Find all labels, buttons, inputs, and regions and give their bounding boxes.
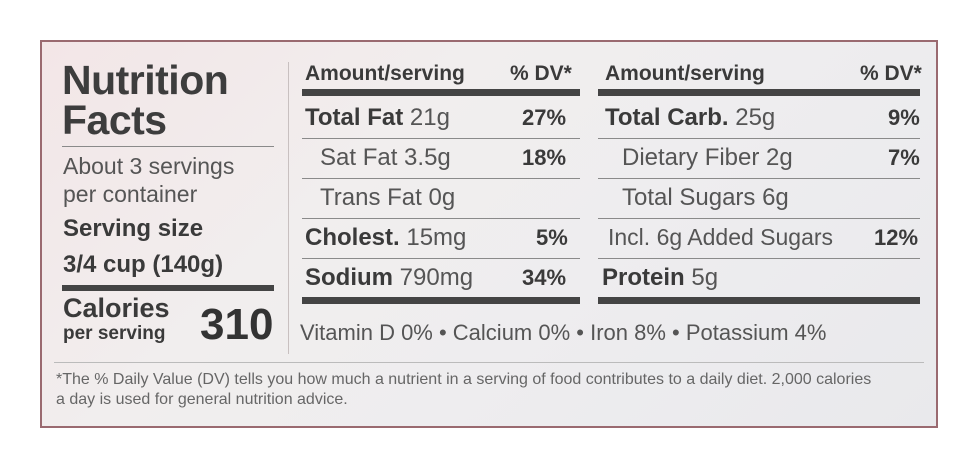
dv-sat-fat: 18%	[522, 145, 567, 170]
footnote-divider	[54, 362, 924, 363]
nutrient-name: Incl. 6g Added Sugars	[608, 224, 834, 250]
footnote-line-1: *The % Daily Value (DV) tells you how mu…	[56, 371, 872, 388]
nutrition-facts-title: Nutrition Facts	[62, 57, 229, 143]
left-header-rule	[302, 89, 580, 96]
nutrient-amount: 21g	[409, 104, 450, 131]
divider	[62, 146, 274, 147]
nutrient-row-dietary-fiber: Dietary Fiber 2g	[622, 144, 793, 172]
dv-sodium: 34%	[522, 265, 567, 290]
title-line-1: Nutrition	[62, 57, 229, 103]
calories-sub-label: per serving	[63, 323, 166, 344]
row-divider	[302, 218, 580, 219]
serving-size-value: 3/4 cup (140g)	[63, 251, 224, 278]
right-bottom-rule	[598, 297, 920, 304]
right-dv-header: % DV*	[860, 62, 922, 85]
row-divider	[302, 138, 580, 139]
nutrient-name: Sodium	[305, 264, 393, 291]
calories-value: 310	[200, 300, 274, 349]
nutrient-row-cholesterol: Cholest. 15mg	[305, 224, 466, 252]
vitamins-minerals-line: Vitamin D 0% • Calcium 0% • Iron 8% • Po…	[300, 320, 827, 345]
nutrient-amount: 2g	[766, 144, 793, 171]
row-divider	[598, 138, 920, 139]
nutrient-amount: 25g	[735, 104, 776, 131]
servings-line-2: per container	[63, 181, 198, 207]
nutrient-name: Total Carb.	[605, 104, 729, 131]
footnote-line-2: a day is used for general nutrition advi…	[56, 391, 348, 408]
row-divider	[598, 178, 920, 179]
nutrient-amount: 3.5g	[404, 144, 451, 171]
dv-total-fat: 27%	[522, 105, 567, 130]
nutrient-row-total-carb: Total Carb. 25g	[605, 104, 775, 132]
nutrient-row-added-sugars: Incl. 6g Added Sugars	[608, 224, 833, 251]
nutrient-name: Dietary Fiber	[622, 144, 760, 171]
row-divider	[302, 178, 580, 179]
nutrient-name: Total Fat	[305, 104, 404, 131]
row-divider	[598, 258, 920, 259]
dv-added-sugars: 12%	[874, 225, 919, 250]
nutrient-amount: 0g	[428, 184, 456, 211]
nutrient-amount: 15mg	[406, 224, 467, 251]
title-line-2: Facts	[62, 97, 167, 143]
thick-rule	[62, 285, 274, 291]
nutrient-row-total-fat: Total Fat 21g	[305, 104, 450, 132]
nutrition-facts-label: Nutrition Facts About 3 servings per con…	[40, 40, 938, 428]
nutrient-row-protein: Protein 5g	[602, 264, 718, 292]
nutrient-name: Cholest.	[305, 224, 400, 251]
nutrient-row-sodium: Sodium 790mg	[305, 264, 473, 292]
dv-cholesterol: 5%	[536, 225, 568, 250]
nutrient-amount: 5g	[691, 264, 719, 291]
footnote: *The % Daily Value (DV) tells you how mu…	[56, 370, 871, 410]
nutrient-amount: 6g	[762, 184, 789, 211]
nutrient-name: Trans Fat	[320, 184, 422, 211]
right-header-rule	[598, 89, 920, 96]
nutrient-row-trans-fat: Trans Fat 0g	[320, 184, 455, 212]
nutrient-name: Sat Fat	[320, 144, 398, 171]
nutrient-amount: 790mg	[399, 264, 474, 291]
dv-total-carb: 9%	[888, 105, 920, 130]
left-amount-header: Amount/serving	[305, 62, 465, 85]
nutrient-row-sat-fat: Sat Fat 3.5g	[320, 144, 451, 172]
servings-per-container: About 3 servings per container	[63, 152, 234, 208]
serving-size-label: Serving size	[63, 215, 204, 242]
left-dv-header: % DV*	[510, 62, 572, 85]
row-divider	[598, 218, 920, 219]
nutrient-name: Protein	[602, 264, 685, 291]
dv-dietary-fiber: 7%	[888, 145, 920, 170]
nutrient-name: Total Sugars	[622, 184, 756, 211]
servings-line-1: About 3 servings	[63, 153, 235, 179]
row-divider	[302, 258, 580, 259]
right-amount-header: Amount/serving	[605, 62, 765, 85]
column-separator	[288, 62, 289, 354]
nutrient-row-total-sugars: Total Sugars 6g	[622, 184, 789, 212]
left-bottom-rule	[302, 297, 580, 304]
calories-label: Calories	[63, 293, 170, 323]
